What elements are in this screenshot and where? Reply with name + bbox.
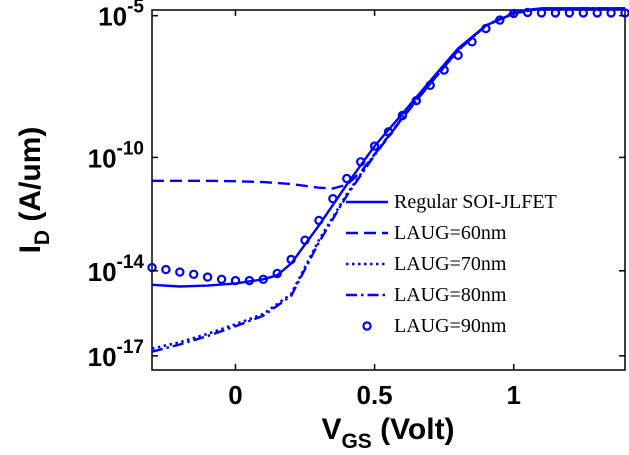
- data-point: [175, 267, 185, 277]
- y-tick-label: 10-17: [88, 337, 144, 372]
- y-axis-unit: (A/um): [14, 127, 47, 230]
- data-point: [202, 272, 213, 282]
- data-point: [161, 264, 171, 275]
- data-point: [425, 80, 435, 91]
- y-tick-label: 10-5: [98, 0, 144, 32]
- data-point: [230, 275, 241, 286]
- x-axis-title: VGS (Volt): [321, 413, 454, 453]
- legend-item: LAUG=80nm: [346, 284, 507, 306]
- data-point: [550, 8, 561, 18]
- data-point: [439, 65, 449, 75]
- legend-label: LAUG=80nm: [394, 284, 507, 306]
- legend-item: Regular SOI-JLFET: [346, 191, 557, 213]
- x-axis-unit: (Volt): [372, 413, 455, 446]
- legend-label: Regular SOI-JLFET: [394, 191, 557, 213]
- data-point: [495, 15, 505, 25]
- series-5: [147, 7, 629, 286]
- data-point: [481, 23, 491, 34]
- data-point: [592, 8, 602, 18]
- data-point: [383, 127, 394, 137]
- x-tick-label: 1: [506, 380, 520, 410]
- data-point: [328, 193, 338, 204]
- data-point: [369, 141, 380, 151]
- data-point: [342, 173, 352, 184]
- data-point: [467, 37, 477, 47]
- x-tick-label: 0: [228, 380, 242, 410]
- y-tick-label: 10-14: [88, 252, 145, 287]
- data-point: [522, 7, 533, 18]
- legend-label: LAUG=60nm: [394, 222, 507, 244]
- data-point: [188, 269, 199, 279]
- legend: Regular SOI-JLFET LAUG=60nm LAUG=70nm LAUG=…: [346, 191, 557, 337]
- x-axis-main: V: [321, 413, 341, 446]
- legend-label: LAUG=90nm: [394, 315, 507, 337]
- data-point: [300, 235, 310, 245]
- y-tick-label: 10-10: [88, 138, 144, 173]
- data-point: [286, 254, 296, 265]
- y-axis-main: I: [14, 245, 47, 253]
- legend-label: LAUG=70nm: [394, 253, 507, 275]
- legend-item: LAUG=70nm: [346, 253, 507, 275]
- x-axis-sub: GS: [341, 430, 371, 453]
- data-point: [397, 110, 408, 121]
- plot-area: [151, 9, 626, 371]
- data-point: [453, 50, 463, 61]
- y-axis-sub: D: [31, 230, 54, 245]
- data-point: [356, 157, 366, 167]
- data-point: [216, 274, 227, 284]
- data-point: [258, 274, 268, 284]
- legend-item: LAUG=60nm: [346, 222, 507, 244]
- data-point: [578, 8, 589, 18]
- y-axis-title: ID (A/um): [14, 127, 54, 254]
- data-point: [272, 268, 282, 279]
- data-point: [606, 8, 616, 18]
- data-point: [244, 275, 255, 286]
- data-point: [564, 8, 575, 18]
- data-point: [314, 215, 324, 226]
- legend-marker: [362, 321, 372, 331]
- x-tick-label: 0.5: [357, 380, 393, 410]
- legend-item: LAUG=90nm: [362, 315, 507, 337]
- data-point: [536, 8, 547, 18]
- data-point: [411, 95, 421, 106]
- data-point: [509, 8, 519, 19]
